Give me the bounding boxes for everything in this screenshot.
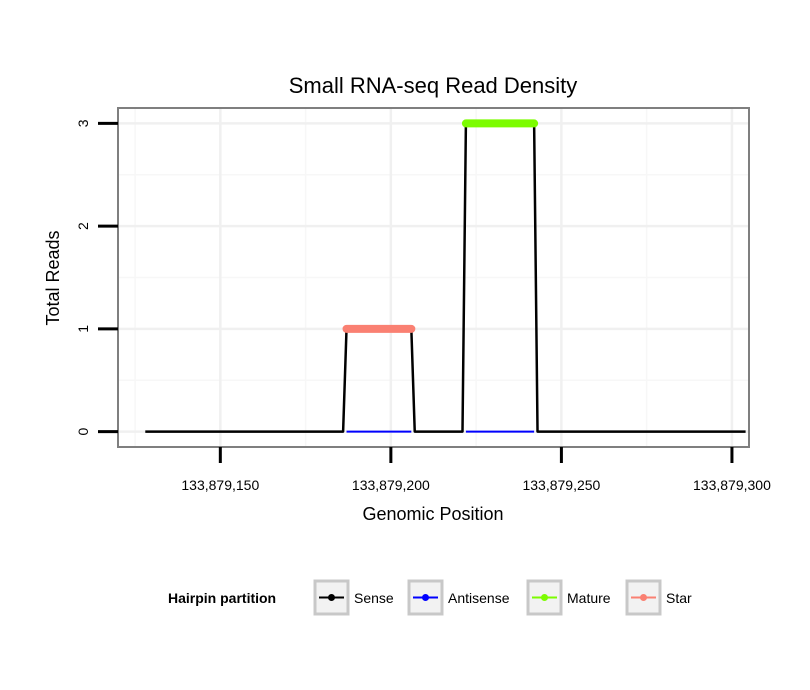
legend-label-mature: Mature (567, 590, 611, 606)
grid-lines (118, 108, 749, 447)
series-layer (145, 119, 746, 433)
legend-label-sense: Sense (354, 590, 394, 606)
legend-title: Hairpin partition (168, 590, 276, 606)
legend-key-point (422, 594, 429, 601)
y-tick-label: 3 (75, 119, 91, 127)
y-axis: 0 1 2 3 (75, 119, 118, 435)
y-tick-label: 2 (75, 222, 91, 230)
x-tick-label: 133,879,250 (522, 477, 600, 493)
x-tick-label: 133,879,300 (693, 477, 771, 493)
legend-key-point (640, 594, 647, 601)
legend-key-point (541, 594, 548, 601)
x-axis: 133,879,150 133,879,200 133,879,250 133,879… (181, 447, 771, 493)
chart-title: Small RNA-seq Read Density (289, 73, 578, 98)
x-axis-label: Genomic Position (362, 504, 503, 524)
legend-key-point (328, 594, 335, 601)
legend-label-antisense: Antisense (448, 590, 510, 606)
x-tick-label: 133,879,150 (181, 477, 259, 493)
legend: Hairpin partition Sense Antisense Mature St… (168, 579, 692, 616)
y-tick-label: 0 (75, 427, 91, 435)
x-tick-label: 133,879,200 (352, 477, 430, 493)
series-sense-line (145, 122, 746, 433)
plot-border (117, 107, 750, 448)
y-tick-label: 1 (75, 325, 91, 333)
y-axis-label: Total Reads (43, 230, 63, 325)
legend-label-star: Star (666, 590, 692, 606)
